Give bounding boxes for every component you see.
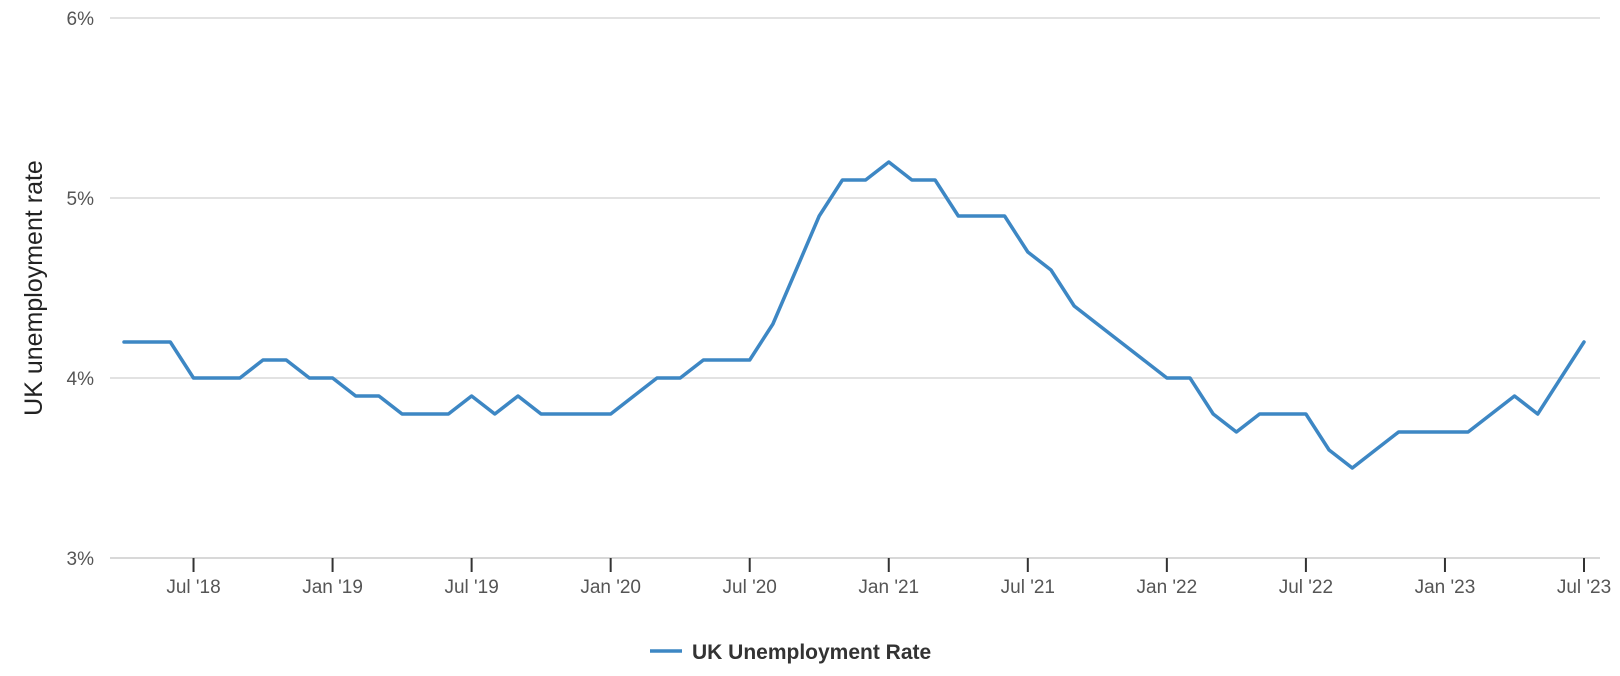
data-point[interactable]	[1001, 212, 1009, 220]
data-point[interactable]	[1302, 410, 1310, 418]
data-point[interactable]	[630, 392, 638, 400]
y-tick-label: 5%	[67, 189, 95, 210]
data-point[interactable]	[537, 410, 545, 418]
data-point[interactable]	[1209, 410, 1217, 418]
data-point[interactable]	[1047, 266, 1055, 274]
data-point[interactable]	[1441, 428, 1449, 436]
data-point[interactable]	[746, 356, 754, 364]
data-point[interactable]	[282, 356, 290, 364]
data-point[interactable]	[931, 176, 939, 184]
data-point[interactable]	[769, 320, 777, 328]
data-point[interactable]	[468, 392, 476, 400]
data-point[interactable]	[954, 212, 962, 220]
data-point[interactable]	[1279, 410, 1287, 418]
data-point[interactable]	[1232, 428, 1240, 436]
data-point[interactable]	[908, 176, 916, 184]
data-point[interactable]	[1487, 410, 1495, 418]
legend[interactable]: UK Unemployment Rate	[650, 641, 931, 664]
data-point[interactable]	[143, 338, 151, 346]
data-point[interactable]	[329, 374, 337, 382]
data-point[interactable]	[444, 410, 452, 418]
y-tick-label: 3%	[67, 549, 95, 570]
data-point[interactable]	[1325, 446, 1333, 454]
data-point[interactable]	[120, 338, 128, 346]
x-tick-label: Jul '20	[723, 577, 777, 598]
data-point[interactable]	[792, 266, 800, 274]
data-point[interactable]	[1117, 338, 1125, 346]
data-point[interactable]	[885, 158, 893, 166]
data-point[interactable]	[607, 410, 615, 418]
data-point[interactable]	[305, 374, 313, 382]
data-point[interactable]	[514, 392, 522, 400]
grid-lines	[110, 17, 1600, 379]
data-point[interactable]	[375, 392, 383, 400]
data-point[interactable]	[815, 212, 823, 220]
data-point[interactable]	[491, 410, 499, 418]
x-tick-label: Jul '19	[444, 577, 498, 598]
data-point[interactable]	[236, 374, 244, 382]
x-tick-label: Jan '21	[858, 577, 919, 598]
data-point[interactable]	[1371, 446, 1379, 454]
data-point[interactable]	[1395, 428, 1403, 436]
y-axis-title: UK unemployment rate	[20, 160, 48, 416]
data-point[interactable]	[838, 176, 846, 184]
data-point[interactable]	[723, 356, 731, 364]
data-point[interactable]	[1534, 410, 1542, 418]
y-tick-label: 4%	[67, 369, 95, 390]
x-tick-label: Jul '18	[166, 577, 220, 598]
x-tick-label: Jan '19	[302, 577, 363, 598]
data-point[interactable]	[1348, 464, 1356, 472]
x-tick-label: Jan '22	[1137, 577, 1198, 598]
data-point[interactable]	[190, 374, 198, 382]
data-point[interactable]	[1070, 302, 1078, 310]
series-group	[120, 158, 1588, 472]
data-point[interactable]	[653, 374, 661, 382]
data-point[interactable]	[1024, 248, 1032, 256]
legend-label[interactable]: UK Unemployment Rate	[692, 641, 931, 664]
x-axis: Jul '18 Jan '19 Jul '19 Jan '20 Jul '20 Jan '…	[166, 558, 1611, 598]
data-point[interactable]	[1256, 410, 1264, 418]
data-point[interactable]	[583, 410, 591, 418]
x-tick-label: Jul '22	[1279, 577, 1333, 598]
data-point[interactable]	[1186, 374, 1194, 382]
series-line	[122, 160, 1586, 470]
data-point[interactable]	[1418, 428, 1426, 436]
data-point[interactable]	[1510, 392, 1518, 400]
data-point[interactable]	[977, 212, 985, 220]
x-tick-label: Jan '20	[580, 577, 641, 598]
data-point[interactable]	[1464, 428, 1472, 436]
data-point[interactable]	[560, 410, 568, 418]
data-point[interactable]	[166, 338, 174, 346]
data-point[interactable]	[1580, 338, 1588, 346]
data-point[interactable]	[259, 356, 267, 364]
data-point[interactable]	[213, 374, 221, 382]
data-point[interactable]	[862, 176, 870, 184]
data-point[interactable]	[1163, 374, 1171, 382]
y-axis: 3% 4% 5% 6%	[67, 9, 95, 570]
x-tick-label: Jul '23	[1557, 577, 1611, 598]
data-point[interactable]	[398, 410, 406, 418]
data-point[interactable]	[1557, 374, 1565, 382]
x-tick-label: Jul '21	[1001, 577, 1055, 598]
data-point[interactable]	[699, 356, 707, 364]
data-point[interactable]	[1140, 356, 1148, 364]
data-point[interactable]	[676, 374, 684, 382]
data-point[interactable]	[352, 392, 360, 400]
y-tick-label: 6%	[67, 9, 95, 30]
data-point[interactable]	[1093, 320, 1101, 328]
data-point[interactable]	[421, 410, 429, 418]
x-tick-label: Jan '23	[1415, 577, 1476, 598]
